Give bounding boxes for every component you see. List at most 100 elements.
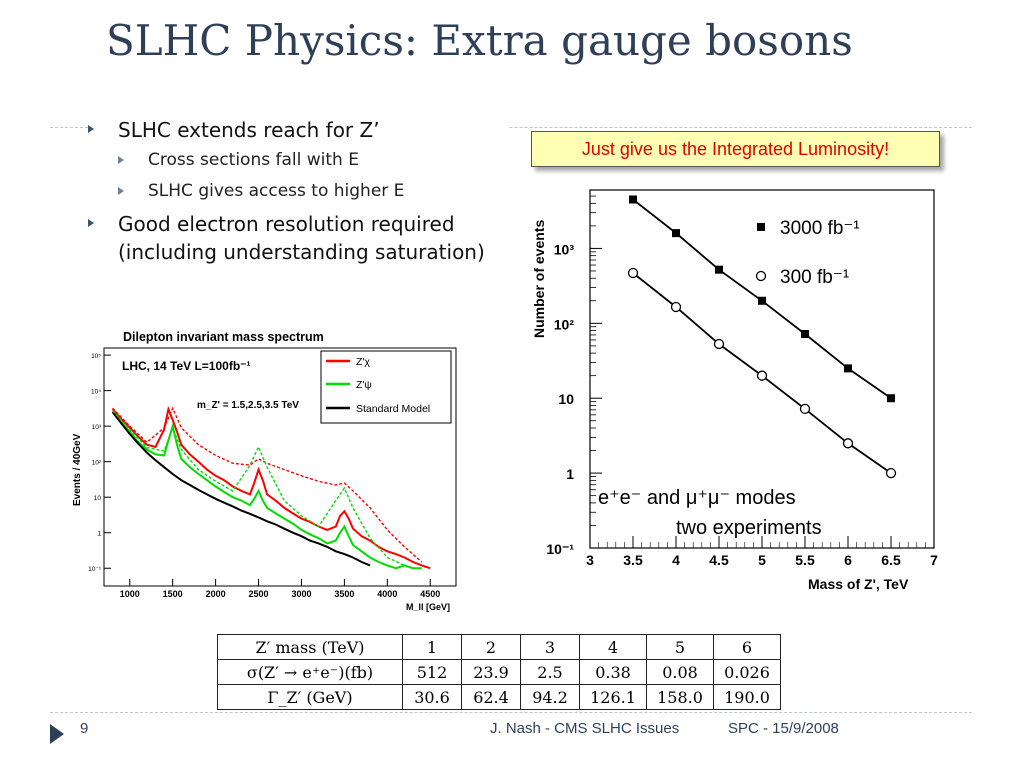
table-cell: 0.08 <box>646 659 714 685</box>
chevron-right-icon <box>50 724 64 744</box>
data-point-circle <box>713 338 725 350</box>
annotation-luminosity: LHC, 14 TeV L=100fb⁻¹ <box>122 359 250 373</box>
y-tick-label: 10 <box>94 495 102 502</box>
x-tick-label: 4.5 <box>709 552 729 568</box>
legend-label: 3000 fb⁻¹ <box>780 218 860 239</box>
plot-frame <box>589 189 935 549</box>
y-tick-label: 10³ <box>554 241 575 257</box>
legend-label: Z'ψ <box>356 379 372 391</box>
page-number: 9 <box>80 720 89 737</box>
table-cell: Γ_Z′ (GeV) <box>217 684 403 710</box>
footer-author: J. Nash - CMS SLHC Issues <box>490 720 680 737</box>
table-cell: Z′ mass (TeV) <box>217 634 403 660</box>
y-tick-label: 10² <box>554 316 575 332</box>
table-cell: 2 <box>461 634 521 660</box>
y-axis-label: Events / 40GeV <box>72 433 83 506</box>
y-tick-label: 10 <box>558 391 574 407</box>
dilepton-mass-chart: Dilepton invariant mass spectrum 10⁻¹ 1 10… <box>72 330 457 612</box>
x-tick-label: 6.5 <box>881 552 901 568</box>
x-tick-label: 2500 <box>249 589 269 599</box>
x-tick-label: 3000 <box>291 589 311 599</box>
slide-title: SLHC Physics: Extra gauge bosons <box>106 16 853 65</box>
x-axis-label: Mass of Z', TeV <box>808 576 909 592</box>
table-cell: 3 <box>520 634 580 660</box>
y-tick-label: 10⁵ <box>91 353 101 360</box>
plot-marks: 10⁻¹ 1 10 10² 10³ 10⁴ 10⁵ 1000 1500 2000 2500 3000 3… <box>88 353 440 599</box>
x-axis-label: M_ll [GeV] <box>406 602 450 612</box>
bullet-text: SLHC extends reach for Z’ <box>118 118 380 142</box>
annotation-modes: e⁺e⁻ and μ⁺μ⁻ modes <box>598 487 796 509</box>
data-point-circle <box>627 267 639 279</box>
x-tick-label: 1500 <box>163 589 183 599</box>
data-point-square <box>629 195 637 204</box>
x-tick-label: 4500 <box>420 589 440 599</box>
footer-date: SPC - 15/9/2008 <box>728 720 839 737</box>
sub-bullet-text: Cross sections fall with E <box>148 150 359 170</box>
x-tick-label: 1000 <box>120 589 140 599</box>
legend-label: 300 fb⁻¹ <box>780 267 849 288</box>
x-tick-label: 4 <box>672 552 680 568</box>
table-header-row: Z′ mass (TeV) 1 2 3 4 5 6 <box>217 634 781 660</box>
bullet-item: Good electron resolution required (inclu… <box>88 210 508 266</box>
y-tick-label: 1 <box>566 466 574 482</box>
plot-marks: 10⁻¹ 1 10 10² 10³ 3 3.5 4 4.5 5 5.5 6 6.5 7 <box>546 189 938 568</box>
table-cell: 190.0 <box>713 684 781 710</box>
x-tick-label: 6 <box>844 552 852 568</box>
data-point-circle <box>756 370 768 381</box>
chart-title: Dilepton invariant mass spectrum <box>123 330 324 344</box>
bullet-arrow-icon <box>88 125 94 133</box>
x-tick-label: 2000 <box>206 589 226 599</box>
table-cell: 0.026 <box>713 659 781 685</box>
sub-bullet-arrow-icon <box>118 156 124 164</box>
annotation-masses: m_Z' = 1.5,2.5,3.5 TeV <box>197 400 299 411</box>
x-tick-label: 5.5 <box>795 552 815 568</box>
series-line <box>111 411 371 567</box>
table-cell: 512 <box>402 659 462 685</box>
data-point-circle <box>799 403 811 415</box>
table-cell: 2.5 <box>520 659 580 685</box>
table-cell: 1 <box>402 634 462 660</box>
x-tick-label: 7 <box>930 552 938 568</box>
bullet-text: Good electron resolution required (inclu… <box>118 212 485 264</box>
sub-bullet-item: SLHC gives access to higher E <box>88 179 508 203</box>
y-tick-label: 10⁴ <box>91 389 101 396</box>
sub-bullet-item: Cross sections fall with E <box>88 148 508 172</box>
data-point-circle <box>670 301 682 313</box>
legend-label: Z'χ <box>356 356 370 368</box>
series-line <box>111 411 422 570</box>
data-point-square <box>672 229 680 238</box>
x-tick-label: 4000 <box>377 589 397 599</box>
sub-bullet-text: SLHC gives access to higher E <box>148 181 405 201</box>
y-tick-label: 10⁻¹ <box>88 566 102 573</box>
legend-label: Standard Model <box>356 403 430 415</box>
series-line <box>111 405 431 570</box>
sub-bullet-arrow-icon <box>118 187 124 195</box>
data-point-circle <box>842 438 854 449</box>
x-tick-label: 3 <box>586 552 594 568</box>
events-vs-mass-chart: 10⁻¹ 1 10 10² 10³ 3 3.5 4 4.5 5 5.5 6 6.5 7 3000 fb⁻¹… <box>531 189 938 592</box>
x-tick-label: 5 <box>758 552 766 568</box>
bullet-item: SLHC extends reach for Z’ <box>88 116 508 144</box>
data-point-circle <box>885 467 897 479</box>
bottom-divider <box>50 712 972 713</box>
top-divider <box>50 127 972 128</box>
y-tick-label: 10⁻¹ <box>546 541 574 557</box>
table-cell: 4 <box>579 634 647 660</box>
bullet-list: SLHC extends reach for Z’ Cross sections… <box>88 116 508 270</box>
table-cell: 94.2 <box>520 684 580 710</box>
callout-box: Just give us the Integrated Luminosity! <box>531 131 940 167</box>
data-point-square <box>758 296 766 305</box>
y-tick-label: 1 <box>97 531 101 538</box>
table-row: σ(Z′ → e⁺e⁻)(fb) 512 23.9 2.5 0.38 0.08 … <box>217 659 781 685</box>
table-cell: 0.38 <box>579 659 647 685</box>
y-tick-label: 10³ <box>92 424 102 431</box>
data-point-square <box>801 329 809 338</box>
series-line <box>112 406 423 563</box>
table-cell: σ(Z′ → e⁺e⁻)(fb) <box>217 659 403 685</box>
y-axis-label: Number of events <box>531 220 547 338</box>
data-point-square <box>715 265 723 274</box>
table-cell: 158.0 <box>646 684 714 710</box>
legend-marker-square <box>757 223 765 231</box>
series-line <box>112 410 405 567</box>
zprime-table: Z′ mass (TeV) 1 2 3 4 5 6 σ(Z′ → e⁺e⁻)(f… <box>217 634 781 710</box>
